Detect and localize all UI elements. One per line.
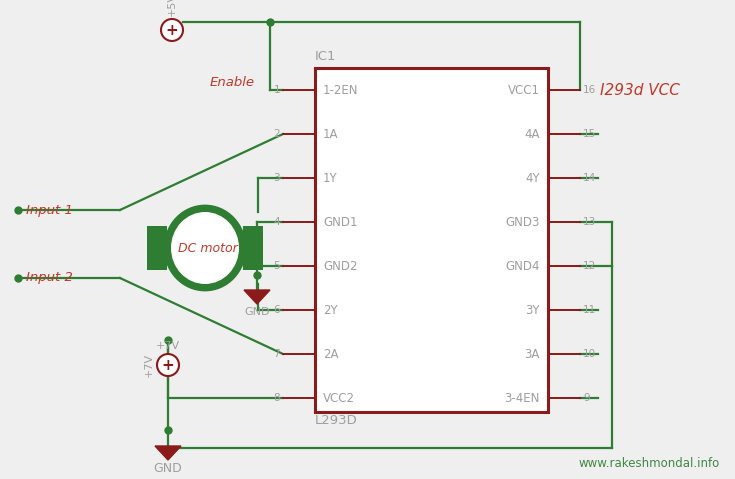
Text: 16: 16 [583, 85, 596, 95]
Text: +: + [165, 23, 179, 37]
Text: 10: 10 [583, 349, 596, 359]
Text: 11: 11 [583, 305, 596, 315]
Text: 1Y: 1Y [323, 171, 337, 184]
Circle shape [157, 354, 179, 376]
Text: VCC1: VCC1 [508, 83, 540, 96]
Text: 7: 7 [273, 349, 280, 359]
Text: 6: 6 [273, 305, 280, 315]
Text: 9: 9 [583, 393, 589, 403]
Text: DC motor: DC motor [178, 241, 238, 254]
Text: 1: 1 [273, 85, 280, 95]
Text: 2: 2 [273, 129, 280, 139]
Text: GND1: GND1 [323, 216, 357, 228]
Circle shape [161, 19, 183, 41]
Text: 2Y: 2Y [323, 304, 337, 317]
Text: 3A: 3A [525, 347, 540, 361]
Text: I293d VCC: I293d VCC [600, 82, 680, 98]
Text: 15: 15 [583, 129, 596, 139]
Text: 3Y: 3Y [526, 304, 540, 317]
Text: GND2: GND2 [323, 260, 357, 273]
Text: 1-2EN: 1-2EN [323, 83, 359, 96]
Text: GND4: GND4 [506, 260, 540, 273]
Text: 2A: 2A [323, 347, 339, 361]
Text: 4A: 4A [525, 127, 540, 140]
Text: GND: GND [154, 461, 182, 475]
Bar [147, 226, 167, 270]
Text: GND3: GND3 [506, 216, 540, 228]
Bar [315, 68, 548, 412]
Text: 4: 4 [273, 217, 280, 227]
Text: GND: GND [244, 307, 270, 317]
Ellipse shape [165, 206, 245, 290]
Text: Input 1: Input 1 [26, 204, 73, 217]
Text: 12: 12 [583, 261, 596, 271]
Text: 5: 5 [273, 261, 280, 271]
Text: IC1: IC1 [315, 50, 337, 63]
Text: +: + [162, 357, 174, 373]
Text: +7V: +7V [144, 353, 154, 377]
Text: 1A: 1A [323, 127, 339, 140]
Text: 4Y: 4Y [526, 171, 540, 184]
Text: +7V: +7V [156, 341, 180, 351]
Text: 3: 3 [273, 173, 280, 183]
Text: 8: 8 [273, 393, 280, 403]
Text: Input 2: Input 2 [26, 272, 73, 285]
Text: 3-4EN: 3-4EN [505, 391, 540, 404]
Text: L293D: L293D [315, 414, 358, 427]
Bar [243, 226, 263, 270]
Text: VCC2: VCC2 [323, 391, 355, 404]
Text: 13: 13 [583, 217, 596, 227]
Polygon shape [244, 290, 270, 304]
Text: 14: 14 [583, 173, 596, 183]
Text: www.rakeshmondal.info: www.rakeshmondal.info [578, 457, 720, 470]
Ellipse shape [171, 212, 239, 284]
Text: +5V: +5V [167, 0, 177, 16]
Text: Enable: Enable [210, 76, 255, 89]
Polygon shape [155, 446, 181, 460]
